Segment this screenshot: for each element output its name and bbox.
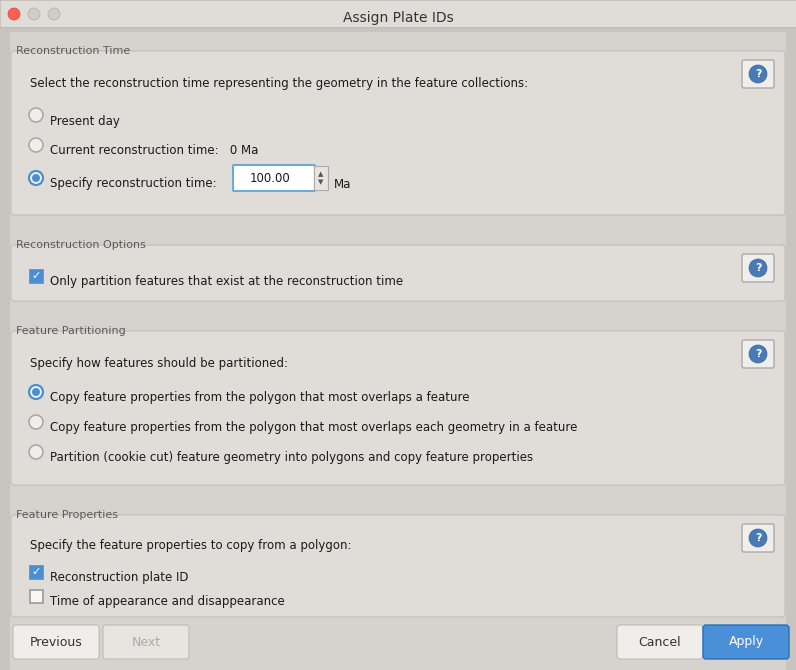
FancyBboxPatch shape	[11, 331, 785, 485]
FancyBboxPatch shape	[742, 254, 774, 282]
Circle shape	[32, 174, 40, 182]
Text: 100.00: 100.00	[250, 172, 291, 184]
Bar	[29, 590, 42, 602]
Text: Cancel: Cancel	[638, 636, 681, 649]
Text: Next: Next	[131, 636, 161, 649]
Text: Feature Partitioning: Feature Partitioning	[16, 326, 126, 336]
Text: ?: ?	[755, 349, 761, 359]
Circle shape	[29, 445, 43, 459]
Text: Reconstruction Time: Reconstruction Time	[16, 46, 131, 56]
Circle shape	[29, 385, 43, 399]
FancyBboxPatch shape	[11, 245, 785, 301]
Bar	[29, 269, 42, 283]
Text: Previous: Previous	[29, 636, 82, 649]
FancyBboxPatch shape	[742, 340, 774, 368]
Circle shape	[48, 8, 60, 20]
Text: ?: ?	[755, 533, 761, 543]
Circle shape	[29, 171, 43, 185]
Text: Feature Properties: Feature Properties	[16, 510, 118, 520]
Circle shape	[32, 388, 40, 396]
Circle shape	[8, 8, 20, 20]
Text: Partition (cookie cut) feature geometry into polygons and copy feature propertie: Partition (cookie cut) feature geometry …	[50, 452, 533, 464]
Bar	[29, 565, 42, 578]
Text: Copy feature properties from the polygon that most overlaps each geometry in a f: Copy feature properties from the polygon…	[50, 421, 577, 435]
Text: Only partition features that exist at the reconstruction time: Only partition features that exist at th…	[50, 275, 403, 289]
Text: Specify how features should be partitioned:: Specify how features should be partition…	[30, 356, 288, 369]
Text: Apply: Apply	[728, 636, 763, 649]
Bar	[0, 0, 796, 28]
Text: Current reconstruction time:   0 Ma: Current reconstruction time: 0 Ma	[50, 145, 259, 157]
Text: Time of appearance and disappearance: Time of appearance and disappearance	[50, 596, 285, 608]
FancyBboxPatch shape	[233, 165, 315, 191]
Text: Reconstruction plate ID: Reconstruction plate ID	[50, 572, 189, 584]
Text: ?: ?	[755, 69, 761, 79]
Circle shape	[749, 529, 767, 547]
FancyBboxPatch shape	[617, 625, 703, 659]
Text: Copy feature properties from the polygon that most overlaps a feature: Copy feature properties from the polygon…	[50, 391, 470, 405]
FancyBboxPatch shape	[742, 60, 774, 88]
FancyBboxPatch shape	[11, 51, 785, 215]
Text: Ma: Ma	[334, 178, 351, 190]
Bar	[0, 27, 796, 28]
Text: Reconstruction Options: Reconstruction Options	[16, 240, 146, 250]
Circle shape	[749, 65, 767, 83]
Text: ✓: ✓	[31, 271, 41, 281]
Bar	[314, 166, 328, 190]
Text: ✓: ✓	[31, 567, 41, 577]
Circle shape	[29, 138, 43, 152]
Text: Specify the feature properties to copy from a polygon:: Specify the feature properties to copy f…	[30, 539, 352, 551]
Text: ▲: ▲	[318, 171, 324, 177]
Circle shape	[28, 8, 40, 20]
Circle shape	[749, 259, 767, 277]
FancyBboxPatch shape	[103, 625, 189, 659]
FancyBboxPatch shape	[703, 625, 789, 659]
Circle shape	[749, 345, 767, 363]
FancyBboxPatch shape	[11, 515, 785, 617]
FancyBboxPatch shape	[742, 524, 774, 552]
Text: Specify reconstruction time:: Specify reconstruction time:	[50, 178, 217, 190]
Text: Assign Plate IDs: Assign Plate IDs	[342, 11, 454, 25]
Text: ▼: ▼	[318, 179, 324, 185]
Text: Select the reconstruction time representing the geometry in the feature collecti: Select the reconstruction time represent…	[30, 76, 528, 90]
Circle shape	[29, 108, 43, 122]
Circle shape	[29, 415, 43, 429]
FancyBboxPatch shape	[13, 625, 99, 659]
Text: Present day: Present day	[50, 115, 120, 127]
Text: ?: ?	[755, 263, 761, 273]
